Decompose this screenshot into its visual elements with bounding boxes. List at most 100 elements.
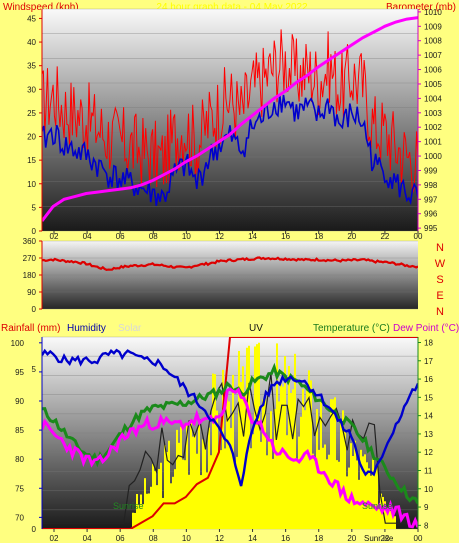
solar-bar: [342, 410, 344, 529]
solar-bar: [352, 455, 354, 529]
temperature-panel: Rainfall (mm) Humidity Solar UV Temperat…: [1, 323, 459, 543]
y2-tick-label: 17: [424, 357, 433, 366]
x-tick-label: 18: [314, 232, 323, 241]
x-tick-label: 22: [380, 534, 389, 543]
solar-bar: [160, 462, 162, 529]
solar-bar: [156, 485, 158, 529]
solar-bar: [344, 431, 346, 529]
direction-panel: 360 270 180 90 0 N W S E N: [23, 237, 446, 318]
y2-tick-label: 1009: [424, 22, 442, 31]
x-tick-label: 20: [347, 534, 356, 543]
solar-bar: [152, 463, 154, 529]
solar-bar: [298, 436, 300, 529]
solar-bar: [356, 460, 358, 529]
solar-bar: [354, 440, 356, 529]
y-tick-label: 270: [23, 254, 37, 263]
solar-bar: [350, 443, 352, 529]
solar-bar: [208, 427, 210, 529]
solar-bar: [196, 453, 198, 529]
solar-bar: [178, 442, 180, 529]
solar-bar: [322, 447, 324, 529]
x-tick-label: 08: [149, 232, 158, 241]
y-tick-label: 5: [32, 203, 37, 212]
solar-bar: [306, 390, 308, 529]
solar-bar: [330, 399, 332, 529]
baro-y-ticks: 995 996 997 998 999 1000 1001 1002 1003 1004 1005 1…: [418, 8, 442, 233]
baro-axis-title: Barometer (mb): [386, 2, 456, 13]
solar-bar: [204, 444, 206, 529]
y-tick-label: 20: [27, 133, 36, 142]
x-tick-label: 18: [314, 534, 323, 543]
solar-bar: [242, 366, 244, 529]
solar-bar: [186, 424, 188, 529]
solar-bar: [372, 457, 374, 529]
x-tick-label: 14: [248, 232, 257, 241]
solar-bar: [274, 409, 276, 529]
y2-tick-label: 996: [424, 210, 438, 219]
solar-bar: [318, 449, 320, 529]
y2-tick-label: 12: [424, 448, 433, 457]
solar-bar: [250, 448, 252, 529]
solar-bar: [150, 486, 152, 529]
solar-bar: [272, 458, 274, 529]
y-tick-label: 85: [15, 426, 24, 435]
x-tick-label: 10: [182, 534, 191, 543]
solar-bar: [134, 512, 136, 529]
solar-bar: [324, 444, 326, 529]
y2-tick-label: 995: [424, 224, 438, 233]
compass-w: W: [435, 258, 446, 270]
solar-bar: [266, 455, 268, 529]
solar-bar: [326, 459, 328, 529]
solar-bar: [190, 419, 192, 529]
solar-bar: [216, 410, 218, 529]
x-tick-label: 00: [414, 534, 423, 543]
y-tick-label: 0: [32, 305, 37, 314]
direction-y-ticks: 360 270 180 90 0: [23, 237, 42, 314]
y-tick-label: 40: [27, 38, 36, 47]
solar-bar: [290, 393, 292, 529]
x-tick-label: 04: [83, 534, 92, 543]
solar-bar: [374, 472, 376, 529]
solar-bar: [154, 470, 156, 529]
solar-bar: [212, 373, 214, 529]
y2-tick-label: 1005: [424, 80, 442, 89]
barometer-line: [42, 16, 418, 222]
solar-bar: [278, 401, 280, 529]
y2-tick-label: 1010: [424, 8, 442, 17]
rain-tick-label: 0: [32, 525, 37, 534]
solar-bar: [360, 449, 362, 529]
solar-bar: [194, 433, 196, 529]
x-tick-label: 16: [281, 232, 290, 241]
solar-bar: [246, 347, 248, 529]
solar-bar: [226, 392, 228, 529]
solar-bar: [286, 435, 288, 529]
y-tick-label: 75: [15, 484, 24, 493]
solar-bar: [136, 493, 138, 529]
temperature-x-ticks: 02 04 06 08 10 12 14 16 18 20 22 00: [50, 529, 423, 543]
wind-panel: Windspeed (kph) 24 hour graph data - 04 …: [3, 2, 456, 241]
solar-bar: [248, 345, 250, 529]
solar-bar: [300, 416, 302, 529]
solar-bar: [222, 369, 224, 529]
rainfall-y-ticks: 05: [32, 365, 37, 534]
compass-s: S: [436, 274, 443, 286]
y-tick-label: 95: [15, 368, 24, 377]
y-tick-label: 80: [15, 455, 24, 464]
solar-bar: [310, 380, 312, 529]
solar-bar: [218, 450, 220, 529]
x-tick-label: 16: [281, 534, 290, 543]
solar-bar: [158, 469, 160, 529]
solar-bar: [364, 454, 366, 529]
y2-tick-label: 999: [424, 166, 438, 175]
solar-bar: [268, 438, 270, 529]
solar-bar: [138, 504, 140, 529]
solar-bar: [198, 425, 200, 529]
solar-bar: [346, 476, 348, 529]
y2-tick-label: 9: [424, 503, 429, 512]
x-tick-label: 04: [83, 232, 92, 241]
solar-bar: [314, 460, 316, 529]
solar-bar: [148, 493, 150, 529]
uv-title: UV: [249, 323, 263, 334]
y-tick-label: 70: [15, 513, 24, 522]
